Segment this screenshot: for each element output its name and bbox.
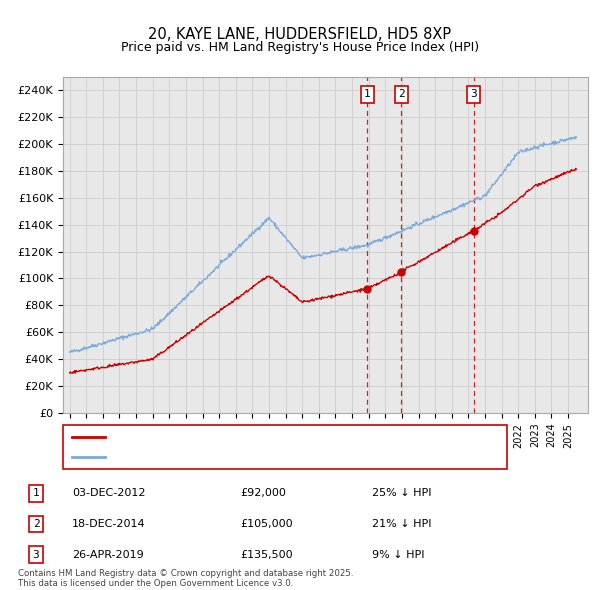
Text: 18-DEC-2014: 18-DEC-2014 — [72, 519, 146, 529]
Text: 25% ↓ HPI: 25% ↓ HPI — [372, 489, 431, 498]
Text: 2: 2 — [32, 519, 40, 529]
Text: HPI: Average price, semi-detached house, Kirklees: HPI: Average price, semi-detached house,… — [111, 452, 374, 461]
Text: 2: 2 — [398, 89, 404, 99]
Text: 21% ↓ HPI: 21% ↓ HPI — [372, 519, 431, 529]
Text: 20, KAYE LANE, HUDDERSFIELD, HD5 8XP: 20, KAYE LANE, HUDDERSFIELD, HD5 8XP — [148, 27, 452, 41]
Text: £92,000: £92,000 — [240, 489, 286, 498]
Text: £105,000: £105,000 — [240, 519, 293, 529]
Text: 03-DEC-2012: 03-DEC-2012 — [72, 489, 146, 498]
Text: 3: 3 — [470, 89, 477, 99]
Text: 26-APR-2019: 26-APR-2019 — [72, 550, 144, 559]
Text: 3: 3 — [32, 550, 40, 559]
Text: 1: 1 — [32, 489, 40, 498]
Text: Contains HM Land Registry data © Crown copyright and database right 2025.
This d: Contains HM Land Registry data © Crown c… — [18, 569, 353, 588]
Text: 20, KAYE LANE, HUDDERSFIELD, HD5 8XP (semi-detached house): 20, KAYE LANE, HUDDERSFIELD, HD5 8XP (se… — [111, 432, 450, 442]
Text: Price paid vs. HM Land Registry's House Price Index (HPI): Price paid vs. HM Land Registry's House … — [121, 41, 479, 54]
Text: £135,500: £135,500 — [240, 550, 293, 559]
Text: 1: 1 — [364, 89, 371, 99]
Text: 9% ↓ HPI: 9% ↓ HPI — [372, 550, 425, 559]
